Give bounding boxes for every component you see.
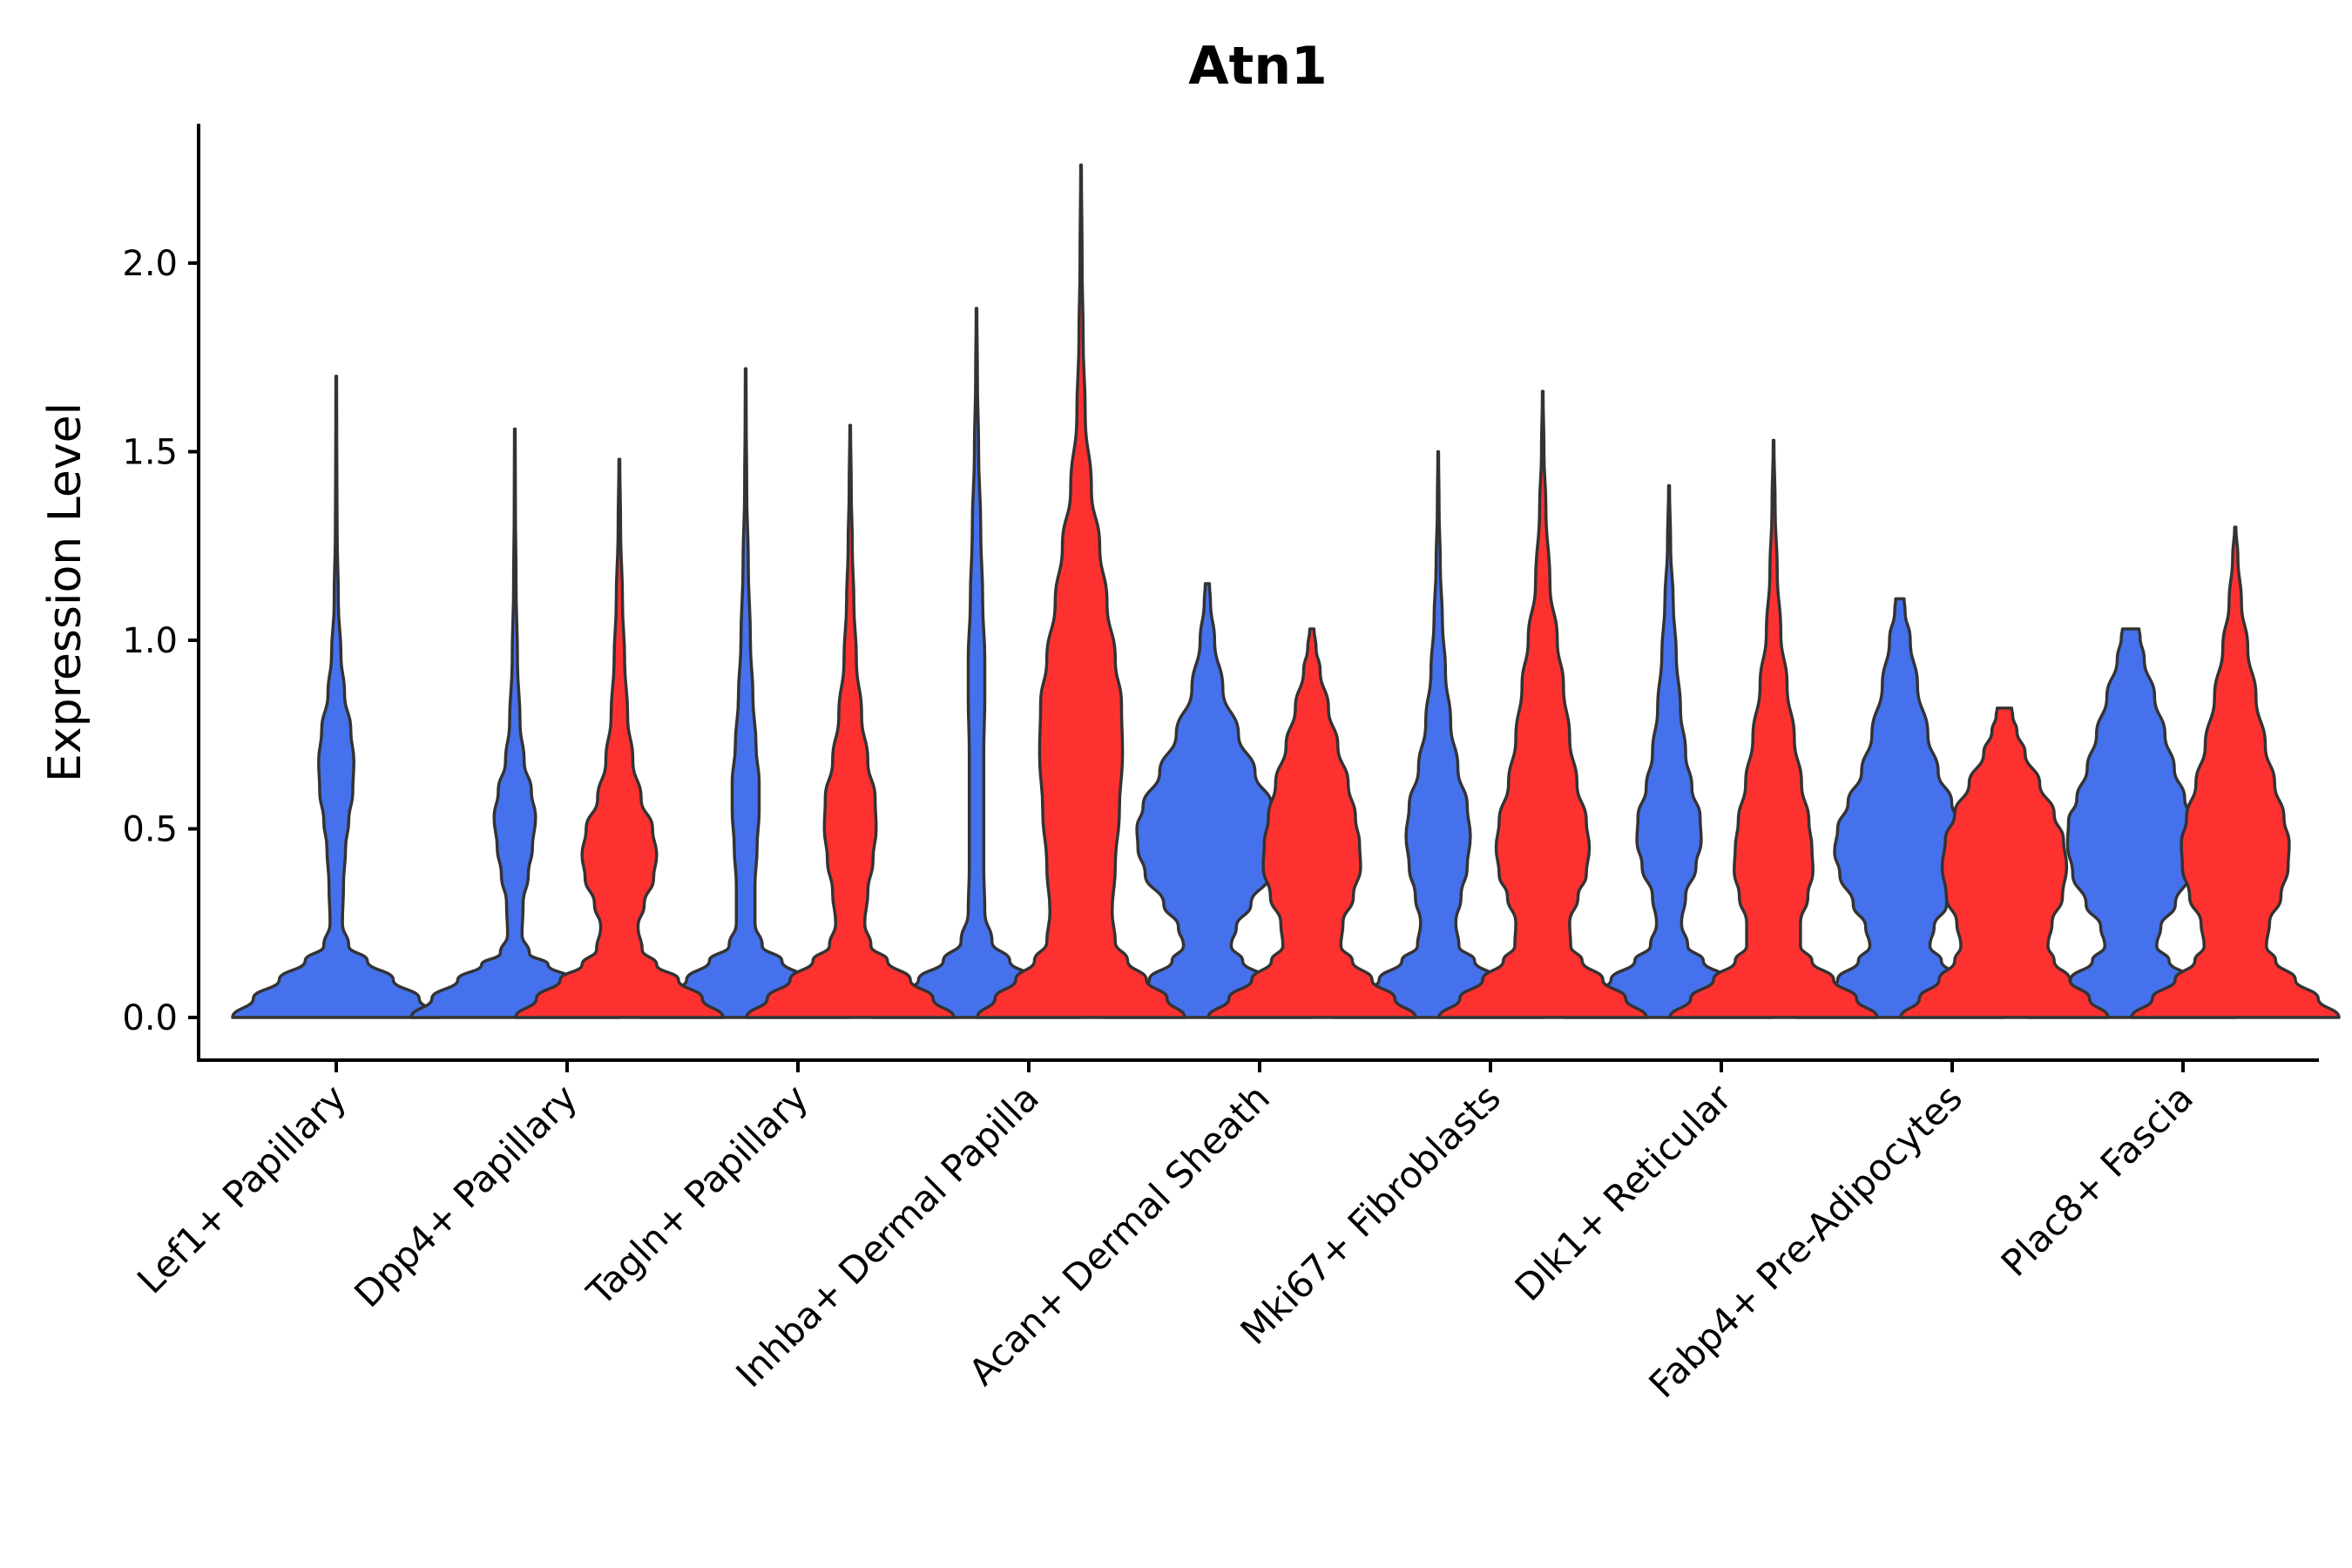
y-tick-label: 1.5 — [122, 433, 178, 473]
violin-group2-mki67-fibroblasts — [1437, 389, 1648, 1019]
x-tick-label: Dlk1+ Reticular — [1507, 1076, 1740, 1309]
x-tick-label: Tagln+ Papillary — [578, 1076, 816, 1314]
violin-group1-lef1-papillary — [231, 375, 442, 1019]
y-tick-label: 2.0 — [122, 244, 178, 284]
y-tick-label: 0.5 — [122, 810, 178, 850]
x-tick-label: Lef1+ Papillary — [129, 1076, 355, 1301]
violin-group2-inhba-dermal-papilla — [976, 163, 1186, 1019]
violin-group1-dlk1-reticular — [1564, 483, 1774, 1019]
violin-group2-plac8-fascia — [2130, 525, 2341, 1019]
violin-group2-acan-dermal-sheath — [1206, 627, 1417, 1019]
violin-group2-tagln-papillary — [745, 423, 956, 1019]
y-tick-label: 0.0 — [122, 998, 178, 1038]
x-tick-label: Mki67+ Fibroblasts — [1233, 1076, 1509, 1352]
violin-group1-fabp4-pre-adipocytes — [1794, 597, 2005, 1019]
x-tick-label: Plac8+ Fascia — [1993, 1076, 2201, 1284]
violin-group1-dpp4-papillary — [409, 427, 620, 1019]
y-axis-title: Expression Level — [39, 402, 91, 782]
violins — [231, 163, 2341, 1019]
violin-group2-fabp4-pre-adipocytes — [1899, 706, 2110, 1019]
chart-title: Atn1 — [1188, 36, 1328, 97]
violin-group2-dpp4-papillary — [514, 457, 725, 1019]
violin-group1-tagln-papillary — [640, 367, 851, 1019]
violin-group1-plac8-fascia — [2025, 627, 2236, 1019]
violin-group2-dlk1-reticular — [1668, 438, 1879, 1019]
y-tick-label: 1.0 — [122, 621, 178, 661]
violin-group1-mki67-fibroblasts — [1333, 449, 1544, 1019]
violin-group1-inhba-dermal-papilla — [871, 307, 1082, 1019]
violin-group1-acan-dermal-sheath — [1102, 582, 1313, 1019]
x-tick-label: Dpp4+ Papillary — [346, 1076, 585, 1315]
